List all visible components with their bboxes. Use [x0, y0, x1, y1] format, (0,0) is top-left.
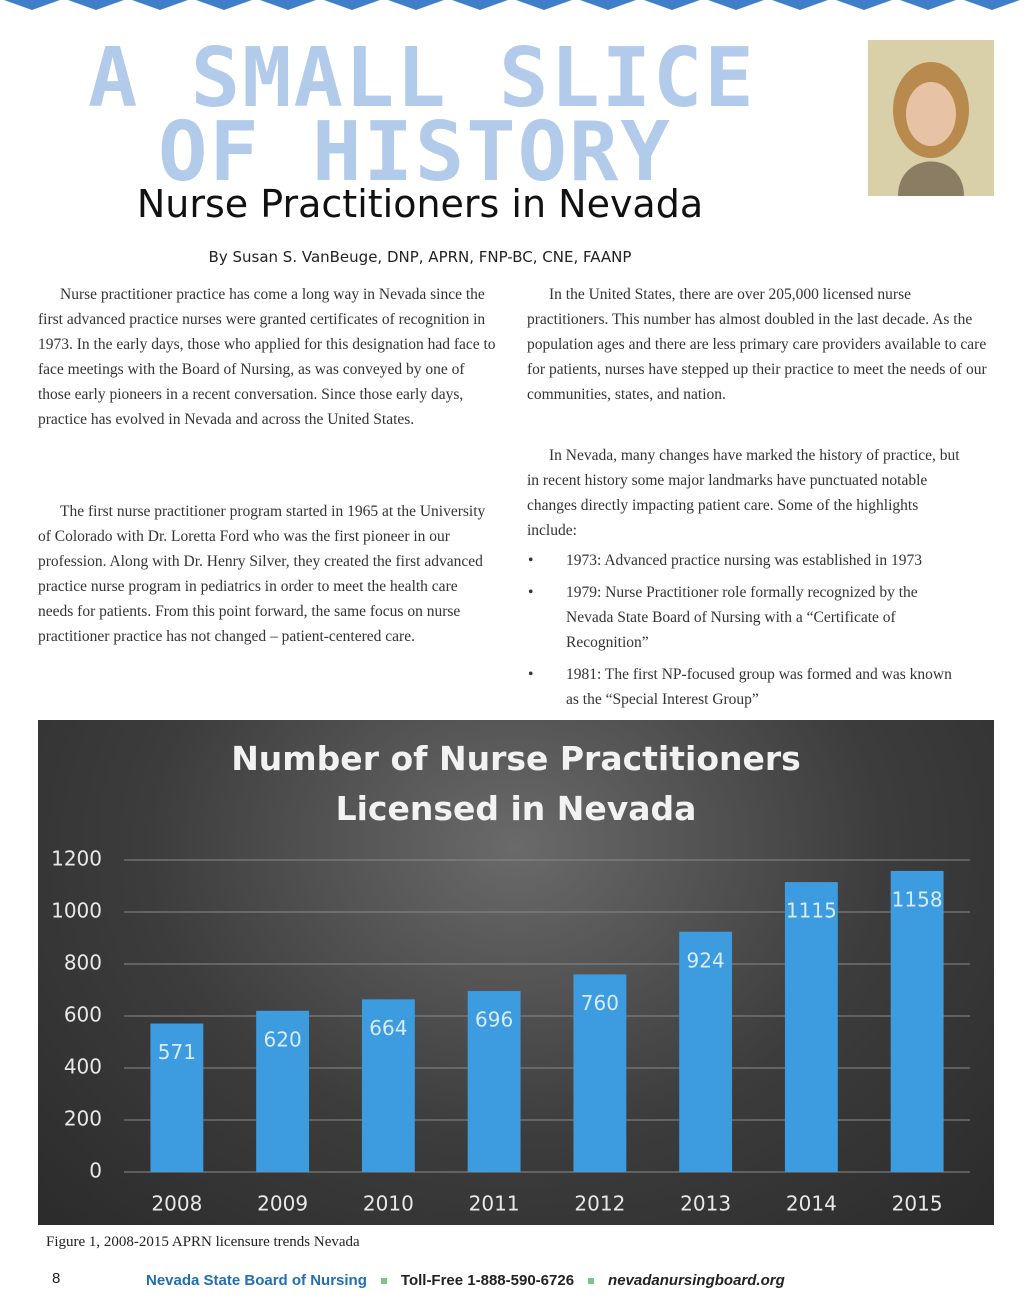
bullet-item: 1981: The first NP-focused group was for… [528, 662, 968, 712]
y-tick-label: 600 [64, 1003, 102, 1027]
paragraph: The first nurse practitioner program sta… [38, 503, 486, 645]
bullet-item: 1973: Advanced practice nursing was esta… [528, 548, 968, 573]
data-label: 924 [687, 948, 725, 972]
chart-title: Number of Nurse Practitioners Licensed i… [231, 739, 801, 828]
bar [784, 882, 838, 1172]
author-photo [868, 40, 994, 196]
footer: Nevada State Board of Nursing Toll-Free 1… [146, 1272, 785, 1289]
data-label: 620 [264, 1027, 302, 1051]
chart-plot: 0 200 400 600 800 1000 1200 2008 571 2009 620 2010 6… [51, 847, 970, 1216]
data-label: 664 [369, 1016, 407, 1040]
y-tick-label: 800 [64, 951, 102, 975]
top-border [0, 0, 1024, 12]
x-tick-label: 2010 [363, 1192, 414, 1216]
y-tick-label: 200 [64, 1107, 102, 1131]
data-label: 1115 [786, 899, 837, 923]
footer-website: nevadanursingboard.org [608, 1272, 785, 1289]
data-label: 571 [158, 1040, 196, 1064]
banner-line: OF HISTORY [158, 105, 672, 200]
x-tick-label: 2013 [680, 1192, 731, 1216]
article-title: Nurse Practitioners in Nevada [136, 182, 704, 226]
bar [467, 991, 521, 1172]
figure-caption: Figure 1, 2008-2015 APRN licensure trend… [46, 1234, 360, 1250]
bar [890, 870, 944, 1172]
x-tick-label: 2011 [469, 1192, 520, 1216]
footer-phone: Toll-Free 1-888-590-6726 [400, 1272, 575, 1289]
y-tick-label: 0 [89, 1159, 102, 1183]
bullet-item: 1979: Nurse Practitioner role formally r… [528, 580, 968, 655]
paragraph: In Nevada, many changes have marked the … [527, 447, 960, 539]
paragraph: Nurse practitioner practice has come a l… [38, 286, 496, 428]
y-tick-label: 400 [64, 1055, 102, 1079]
y-tick-label: 1000 [51, 899, 102, 923]
x-tick-label: 2012 [574, 1192, 625, 1216]
x-tick-label: 2014 [786, 1192, 837, 1216]
paragraph: In the United States, there are over 205… [527, 286, 987, 403]
chart: Number of Nurse Practitioners Licensed i… [38, 720, 994, 1225]
bullet-list: 1973: Advanced practice nursing was esta… [528, 548, 968, 719]
x-tick-label: 2009 [257, 1192, 308, 1216]
y-tick-label: 1200 [51, 847, 102, 871]
bar [256, 1010, 310, 1172]
footer-organization: Nevada State Board of Nursing [146, 1272, 367, 1289]
bar [679, 931, 733, 1172]
bar [361, 999, 415, 1172]
bar [573, 974, 627, 1172]
x-tick-label: 2008 [151, 1192, 202, 1216]
byline: By Susan S. VanBeuge, DNP, APRN, FNP-BC,… [208, 248, 632, 266]
banner-line: A SMALL SLICE [88, 31, 756, 126]
bar [150, 1023, 204, 1172]
data-label: 696 [475, 1008, 513, 1032]
page-number: 8 [52, 1270, 61, 1287]
data-label: 1158 [892, 887, 943, 911]
x-tick-label: 2015 [892, 1192, 943, 1216]
data-label: 760 [581, 991, 619, 1015]
